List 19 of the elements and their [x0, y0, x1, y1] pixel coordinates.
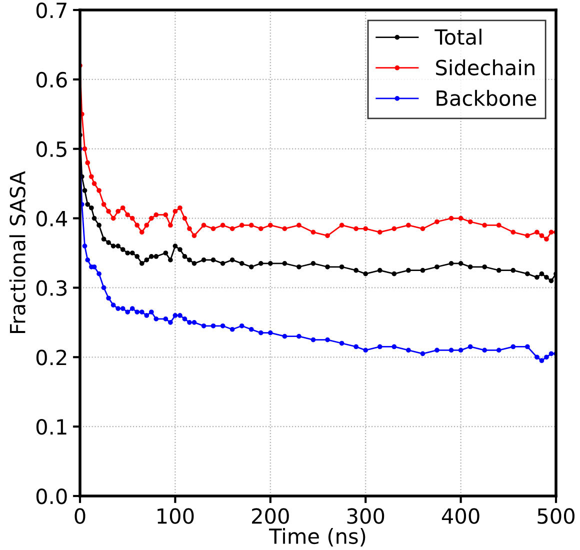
- y-tick-label: 0.7: [36, 2, 66, 18]
- legend-label: Backbone: [436, 90, 536, 106]
- y-axis-title: Fractional SASA: [9, 171, 26, 333]
- y-tick-label: 0.5: [36, 141, 66, 158]
- y-tick-label: 0.2: [36, 350, 66, 366]
- y-tick-label: 0.3: [36, 280, 67, 296]
- x-tick-label: 100: [158, 508, 194, 524]
- y-tick-label: 0.0: [36, 488, 67, 504]
- y-tick-label: 0.4: [36, 210, 68, 226]
- x-tick-label: 500: [538, 508, 574, 524]
- legend-label: Total: [434, 28, 482, 45]
- x-tick-label: 0: [74, 508, 86, 524]
- y-tick-label: 0.1: [36, 419, 66, 435]
- x-tick-label: 200: [252, 508, 289, 524]
- x-axis-title: Time (ns): [268, 528, 366, 547]
- x-tick-label: 300: [347, 508, 384, 524]
- y-tick-label: 0.6: [36, 72, 67, 88]
- legend-label: Sidechain: [436, 59, 534, 76]
- x-tick-label: 400: [442, 508, 480, 524]
